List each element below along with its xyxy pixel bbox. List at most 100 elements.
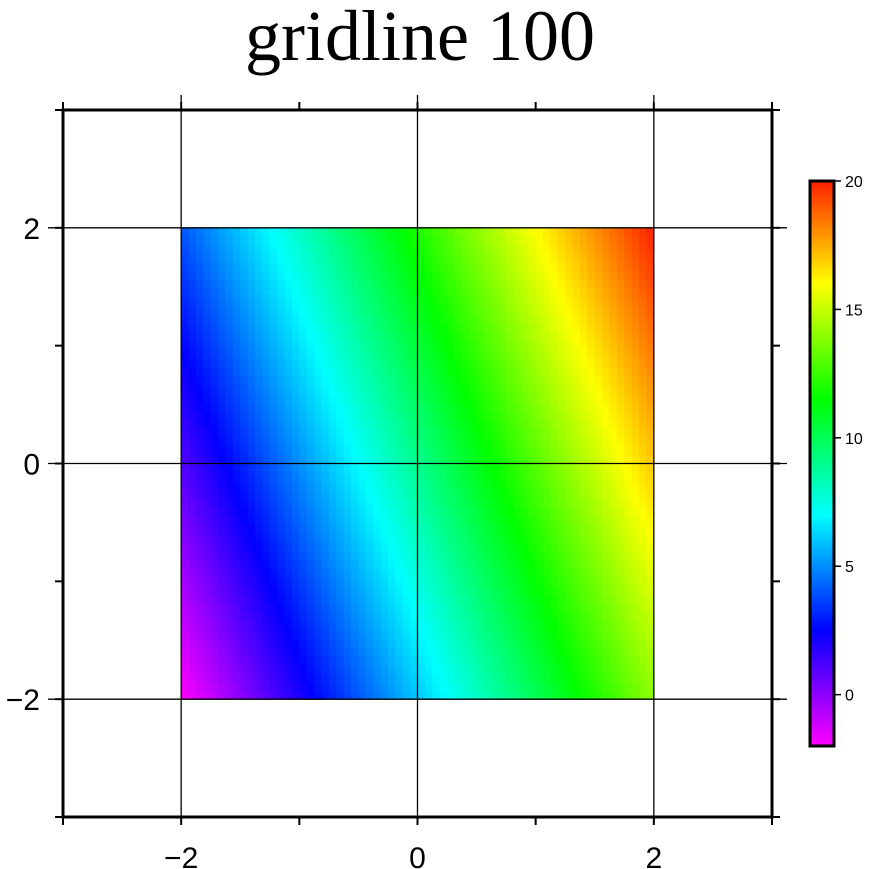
heatmap-cell (424, 367, 433, 376)
heatmap-cell (565, 470, 574, 479)
heatmap-cell (417, 691, 426, 700)
heatmap-cell (218, 330, 227, 339)
heatmap-cell (565, 684, 574, 693)
heatmap-cell (380, 492, 389, 501)
heatmap-cell (269, 434, 278, 442)
heatmap-cell (469, 316, 478, 325)
heatmap-cell (299, 434, 308, 442)
heatmap-cell (572, 294, 581, 303)
heatmap-cell (336, 529, 345, 538)
heatmap-cell (469, 249, 478, 258)
heatmap-cell (336, 419, 345, 428)
heatmap-cell (447, 434, 456, 442)
heatmap-cell (432, 610, 441, 619)
heatmap-cell (351, 463, 360, 472)
heatmap-cell (181, 640, 190, 649)
heatmap-cell (181, 515, 190, 524)
heatmap-cell (631, 419, 640, 428)
heatmap-cell (299, 485, 308, 494)
heatmap-cell (380, 463, 389, 472)
heatmap-cell (646, 507, 655, 516)
heatmap-cell (639, 441, 648, 450)
heatmap-cell (646, 338, 655, 347)
heatmap-cell (476, 654, 485, 663)
heatmap-cell (247, 249, 256, 258)
heatmap-cell (387, 345, 396, 354)
heatmap-cell (277, 227, 286, 236)
heatmap-cell (602, 426, 611, 435)
heatmap-cell (557, 632, 566, 641)
heatmap-cell (646, 596, 655, 605)
heatmap-cell (299, 375, 308, 384)
heatmap-cell (439, 603, 448, 612)
heatmap-cell (358, 456, 367, 465)
heatmap-cell (328, 397, 337, 406)
heatmap-cell (624, 625, 633, 634)
heatmap-cell (306, 662, 315, 671)
heatmap-cell (247, 286, 256, 295)
heatmap-cell (447, 463, 456, 472)
heatmap-cell (639, 581, 648, 590)
heatmap-cell (321, 662, 330, 671)
heatmap-cell (269, 456, 278, 465)
heatmap-cell (240, 441, 249, 450)
heatmap-cell (476, 441, 485, 450)
heatmap-cell (262, 235, 271, 244)
heatmap-cell (639, 485, 648, 494)
heatmap-cell (291, 397, 300, 406)
heatmap-cell (188, 515, 197, 524)
heatmap-cell (247, 382, 256, 391)
heatmap-cell (181, 529, 190, 538)
heatmap-cell (299, 573, 308, 582)
heatmap-cell (528, 573, 537, 582)
heatmap-cell (358, 227, 367, 236)
heatmap-cell (513, 632, 522, 641)
heatmap-cell (454, 640, 463, 649)
heatmap-cell (247, 463, 256, 472)
heatmap-cell (616, 566, 625, 575)
heatmap-cell (195, 419, 204, 428)
heatmap-cell (203, 573, 212, 582)
heatmap-cell (336, 272, 345, 280)
heatmap-cell (247, 323, 256, 332)
heatmap-cell (565, 397, 574, 406)
heatmap-cell (410, 610, 419, 619)
heatmap-cell (328, 227, 337, 236)
heatmap-cell (602, 294, 611, 303)
heatmap-cell (336, 581, 345, 590)
heatmap-cell (328, 308, 337, 317)
heatmap-cell (447, 522, 456, 531)
heatmap-cell (188, 522, 197, 531)
heatmap-cell (232, 249, 241, 258)
heatmap-cell (557, 242, 566, 251)
heatmap-cell (557, 566, 566, 575)
heatmap-cell (639, 375, 648, 384)
heatmap-cell (380, 301, 389, 310)
heatmap-cell (594, 338, 603, 347)
heatmap-cell (343, 485, 352, 494)
heatmap-cell (291, 669, 300, 678)
heatmap-cell (410, 603, 419, 612)
heatmap-cell (609, 264, 618, 273)
heatmap-cell (351, 323, 360, 332)
heatmap-cell (579, 544, 588, 553)
heatmap-cell (447, 353, 456, 361)
heatmap-cell (520, 397, 529, 406)
heatmap-cell (587, 500, 596, 509)
heatmap-cell (513, 389, 522, 398)
heatmap-cell (469, 426, 478, 435)
heatmap-cell (572, 316, 581, 325)
heatmap-cell (579, 294, 588, 303)
heatmap-cell (277, 294, 286, 303)
heatmap-cell (498, 596, 507, 605)
heatmap-cell (321, 264, 330, 273)
heatmap-cell (624, 691, 633, 700)
heatmap-cell (572, 684, 581, 693)
heatmap-cell (255, 301, 264, 310)
heatmap-cell (225, 227, 234, 236)
heatmap-cell (594, 279, 603, 288)
heatmap-cell (587, 478, 596, 487)
heatmap-cell (247, 662, 256, 671)
heatmap-cell (210, 588, 219, 597)
heatmap-cell (195, 272, 204, 280)
